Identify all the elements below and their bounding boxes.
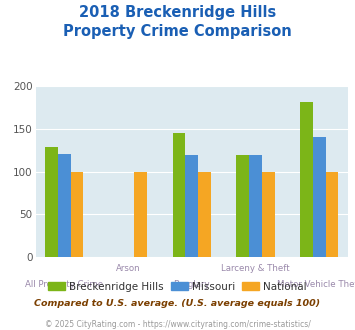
Bar: [45, 147, 58, 257]
Bar: [236, 155, 249, 257]
Bar: [313, 137, 326, 257]
Text: Compared to U.S. average. (U.S. average equals 100): Compared to U.S. average. (U.S. average …: [34, 299, 321, 308]
Text: Larceny & Theft: Larceny & Theft: [221, 264, 290, 273]
Bar: [71, 172, 83, 257]
Bar: [58, 154, 71, 257]
Text: Burglary: Burglary: [173, 280, 210, 289]
Text: 2018 Breckenridge Hills
Property Crime Comparison: 2018 Breckenridge Hills Property Crime C…: [63, 5, 292, 39]
Legend: Breckenridge Hills, Missouri, National: Breckenridge Hills, Missouri, National: [44, 278, 311, 296]
Text: © 2025 CityRating.com - https://www.cityrating.com/crime-statistics/: © 2025 CityRating.com - https://www.city…: [45, 320, 310, 329]
Text: Motor Vehicle Theft: Motor Vehicle Theft: [277, 280, 355, 289]
Bar: [262, 172, 274, 257]
Bar: [326, 172, 338, 257]
Bar: [300, 102, 313, 257]
Bar: [173, 133, 185, 257]
Text: Arson: Arson: [116, 264, 140, 273]
Bar: [134, 172, 147, 257]
Bar: [185, 155, 198, 257]
Text: All Property Crime: All Property Crime: [25, 280, 103, 289]
Bar: [249, 155, 262, 257]
Bar: [198, 172, 211, 257]
